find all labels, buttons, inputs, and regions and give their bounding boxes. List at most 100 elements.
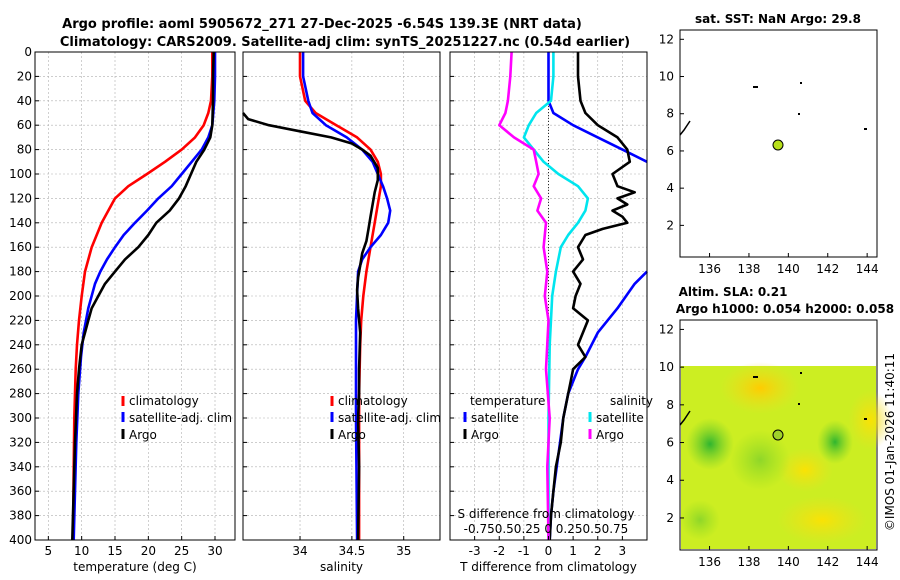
x-tick-label: 10 [74,544,89,558]
x-tick-label: 20 [141,544,156,558]
coastline-island [800,82,802,84]
temperature-legend: climatology satellite-adj. clim Argo [121,394,232,442]
y-tick-label: 280 [9,387,32,401]
y-tick-label: 60 [17,118,32,132]
y-tick-label: 0 [24,45,32,59]
map-x-tick-label: 142 [816,262,839,276]
sst-map-title: sat. SST: NaN Argo: 29.8 [695,12,861,26]
y-tick-label: 360 [9,484,32,498]
y-tick-label: 20 [17,69,32,83]
y-tick-label: 320 [9,435,32,449]
figure-title-line1: Argo profile: aoml 5905672_271 27-Dec-20… [62,17,582,32]
map-y-tick-label: 12 [659,322,674,336]
sla-coastline [679,372,867,426]
sla-map-subtitle: Argo h1000: 0.054 h2000: 0.058 [676,302,894,316]
series-line-satellite-s- [522,52,590,540]
legend-label-s-argo: Argo [596,428,624,442]
sla-heatmap-anomaly [680,500,720,540]
map-y-tick-label: 10 [659,70,674,84]
sla-heatmap-anomaly [686,418,734,470]
y-tick-label: 40 [17,94,32,108]
sla-heatmap-anomaly [720,362,800,414]
x-tick-label: 0 [545,544,553,558]
map-x-tick-label: 138 [737,262,760,276]
x-tick-label: 30 [207,544,222,558]
map-x-tick-label: 140 [777,262,800,276]
difference-legend: temperature salinity satellite Argo sate… [463,394,653,442]
x-tick-label: 34.5 [339,544,366,558]
map-x-tick-label: 144 [856,262,879,276]
sst-map: 136 138 140 142 144 2 4 6 8 10 12 [659,29,879,276]
sla-heatmap-anomaly [730,430,790,490]
legend-title-salinity: salinity [610,394,653,408]
x-tick-label: 15 [107,544,122,558]
map-x-tick-label: 142 [816,555,839,569]
coastline-island [800,372,802,374]
legend-label-climatology: climatology [338,394,408,408]
x-tick-label: 2 [594,544,602,558]
legend-label-t-satellite: satellite [471,411,519,425]
series-line-argo-t- [548,52,637,541]
salinity-difference-axis-label: S difference from climatology [458,507,635,521]
y-tick-label: 300 [9,411,32,425]
y-tick-label: 380 [9,509,32,523]
figure-title-line2: Climatology: CARS2009. Satellite-adj cli… [60,35,630,50]
sla-heatmap-anomaly [817,420,853,464]
argo-float-marker [772,429,784,441]
coastline-island [864,128,867,130]
sla-heatmap-anomaly [777,496,867,544]
x-tick-label: 34 [292,544,307,558]
y-tick-label: 120 [9,191,32,205]
series-line-argo [242,112,380,541]
map-y-tick-label: 8 [666,107,674,121]
y-tick-label: 260 [9,362,32,376]
x-tick-label: -3 [469,544,481,558]
legend-label-s-satellite: satellite [596,411,644,425]
y-tick-label: 220 [9,313,32,327]
salinity-profile-plot: 34 34.5 35 salinity [242,51,441,574]
legend-label-climatology: climatology [129,394,199,408]
map-y-tick-label: 2 [666,511,674,525]
salinity-difference-tick-labels: -0.750.50.25 0 0.250.50.75 [464,522,629,536]
legend-label-argo: Argo [338,428,366,442]
y-tick-label: 180 [9,265,32,279]
x-axis-label: temperature (deg C) [73,560,196,574]
y-tick-label: 80 [17,143,32,157]
sla-heatmap-anomaly [777,448,833,492]
coastline-island [864,418,867,420]
x-axis-label: salinity [320,560,363,574]
y-tick-label: 240 [9,338,32,352]
map-x-tick-label: 136 [698,555,721,569]
argo-float-marker [772,139,784,151]
x-tick-label: -1 [518,544,530,558]
series-line-argo-s- [497,51,552,541]
series-line-satellite-t- [547,52,648,163]
sla-map: 136 138 140 142 144 2 4 6 8 10 12 [659,319,892,569]
y-tick-label: 140 [9,216,32,230]
series-line-climatology [71,52,214,541]
x-tick-label: 25 [174,544,189,558]
coastline-segment [679,410,691,426]
x-tick-label: 5 [45,544,53,558]
series-line-argo [71,51,215,541]
y-tick-label: 400 [9,533,32,547]
footer-timestamp: ©IMOS 01-Jan-2026 11:40:11 [883,353,897,531]
x-tick-label: 1 [569,544,577,558]
sla-heatmap-anomaly [848,390,892,450]
map-x-tick-label: 144 [856,555,879,569]
legend-label-satellite: satellite-adj. clim [129,411,232,425]
map-x-tick-label: 138 [737,555,760,569]
salinity-legend: climatology satellite-adj. clim Argo [330,394,441,442]
sla-map-title: Altim. SLA: 0.21 [679,285,788,299]
map-x-tick-label: 140 [777,555,800,569]
y-tick-label: 160 [9,240,32,254]
y-tick-label: 200 [9,289,32,303]
legend-label-satellite: satellite-adj. clim [338,411,441,425]
map-y-tick-label: 6 [666,436,674,450]
x-axis-label: T difference from climatology [459,560,637,574]
map-y-tick-label: 6 [666,144,674,158]
difference-profile-plot: -3 -2 -1 0 1 2 3 T difference from climatology [449,51,648,574]
y-tick-label: 100 [9,167,32,181]
map-y-tick-label: 12 [659,32,674,46]
map-y-tick-label: 8 [666,398,674,412]
